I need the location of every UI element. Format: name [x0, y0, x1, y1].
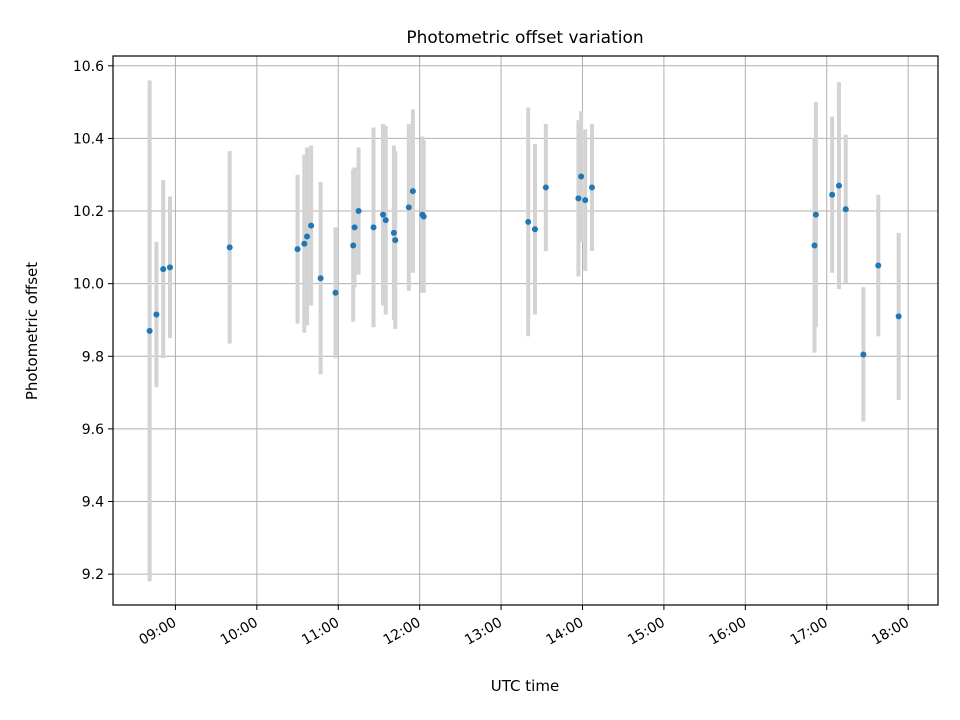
data-point	[588, 184, 595, 191]
y-tick-label: 9.8	[82, 349, 104, 365]
data-point	[380, 211, 387, 218]
data-point	[350, 242, 357, 249]
data-point	[390, 229, 397, 236]
data-point	[531, 226, 538, 233]
data-point	[160, 266, 167, 273]
data-point	[355, 208, 362, 215]
data-point	[332, 289, 339, 296]
data-point	[405, 204, 412, 211]
data-point	[226, 244, 233, 251]
data-point	[829, 191, 836, 198]
data-point	[351, 224, 358, 231]
data-point	[304, 233, 311, 240]
data-point	[382, 217, 389, 224]
data-point	[525, 218, 532, 225]
data-point	[301, 240, 308, 247]
data-point	[875, 262, 882, 269]
data-point	[308, 222, 315, 229]
data-point	[166, 264, 173, 271]
x-axis-title: UTC time	[491, 677, 559, 695]
y-tick-label: 10.0	[73, 277, 104, 293]
y-axis-title: Photometric offset	[23, 262, 41, 400]
data-point	[392, 237, 399, 244]
data-point	[146, 327, 153, 334]
data-point	[317, 275, 324, 282]
data-point	[578, 173, 585, 180]
data-point	[812, 211, 819, 218]
data-point	[835, 182, 842, 189]
data-point	[420, 213, 427, 220]
y-tick-label: 9.4	[82, 495, 104, 511]
data-point	[370, 224, 377, 231]
data-point	[582, 197, 589, 204]
data-point	[860, 351, 867, 358]
grid-lines	[113, 56, 938, 605]
data-point	[409, 188, 416, 195]
y-tick-label: 10.4	[73, 131, 104, 147]
data-point	[895, 313, 902, 320]
data-points	[146, 173, 902, 358]
y-axis-ticks: 9.2 9.4 9.6 9.8 10.0 10.2 10.4 10.6	[73, 59, 113, 583]
data-point	[294, 246, 301, 253]
y-tick-label: 10.6	[73, 59, 104, 75]
data-point	[842, 206, 849, 213]
y-tick-label: 9.6	[82, 422, 104, 438]
y-tick-label: 10.2	[73, 204, 104, 220]
data-point	[542, 184, 549, 191]
data-point	[811, 242, 818, 249]
chart-title: Photometric offset variation	[406, 28, 643, 48]
y-tick-label: 9.2	[82, 567, 104, 583]
plot-frame	[112, 55, 939, 606]
data-point	[575, 195, 582, 202]
data-point	[153, 311, 160, 318]
